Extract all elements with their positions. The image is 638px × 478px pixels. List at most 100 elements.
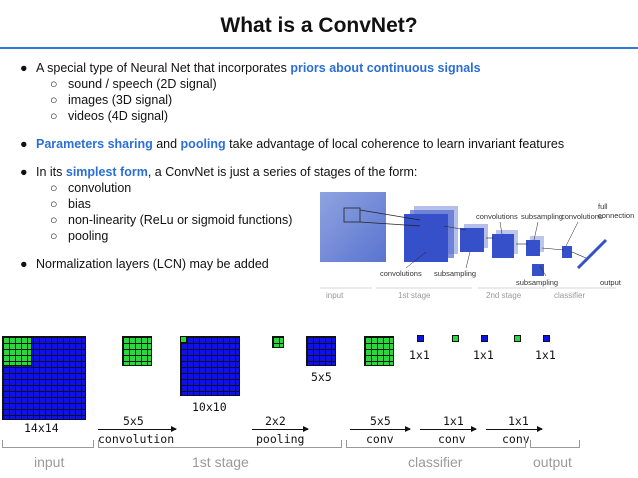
sub-item-bias: ○ bias xyxy=(20,196,620,212)
bullet-simplest-form: ● In its simplest form, a ConvNet is jus… xyxy=(20,164,620,180)
sub-bullet-icon: ○ xyxy=(50,93,58,107)
bullet-dot-icon: ● xyxy=(20,137,28,151)
group-label-stage1: 1st stage xyxy=(192,454,249,470)
bullet-priors: ● A special type of Neural Net that inco… xyxy=(20,60,620,76)
title-divider xyxy=(0,47,638,49)
unit-size-label: 1x1 xyxy=(409,348,430,362)
bullet-text: A special type of Neural Net that incorp… xyxy=(36,61,291,75)
classifier-kernel-5x5 xyxy=(364,336,394,366)
stage1-subsampled-map xyxy=(460,228,484,252)
pool-window xyxy=(180,336,187,343)
bullet-dot-icon: ● xyxy=(20,61,28,75)
stage1-feature-map xyxy=(404,214,448,262)
label-convolutions: convolutions xyxy=(380,269,422,278)
sub-item-text: videos (4D signal) xyxy=(68,109,169,123)
bullet-dot-icon: ● xyxy=(20,165,28,179)
bullet-normalization: ● Normalization layers (LCN) may be adde… xyxy=(20,256,620,272)
op-size-label: 1x1 xyxy=(508,414,529,428)
group-label-input: input xyxy=(326,291,344,300)
highlight-parameters-sharing: Parameters sharing xyxy=(36,137,153,151)
label-full-connection: full connection xyxy=(598,202,635,220)
bullet-text: Normalization layers (LCN) may be added xyxy=(36,257,269,271)
highlight-pooling: pooling xyxy=(180,137,226,151)
sub-item-text: convolution xyxy=(68,181,132,195)
op-size-label: 5x5 xyxy=(123,414,144,428)
arrow-conv-5x5 xyxy=(350,426,411,432)
sub-bullet-icon: ○ xyxy=(50,181,58,195)
sub-bullet-icon: ○ xyxy=(50,229,58,243)
bullet-text: and xyxy=(152,137,181,151)
op-size-label: 5x5 xyxy=(370,414,391,428)
unit-size-label: 1x1 xyxy=(473,348,494,362)
group-label-classifier: classifier xyxy=(408,454,463,470)
stage2-feature-map xyxy=(492,234,514,258)
op-size-label: 2x2 xyxy=(265,414,286,428)
unit-1x1-b xyxy=(481,335,488,342)
kernel-overlay xyxy=(2,336,32,366)
arrow-convolution xyxy=(98,426,177,432)
input-size-label: 14x14 xyxy=(24,421,59,435)
unit-size-label: 1x1 xyxy=(535,348,556,362)
sub-item-nonlinearity: ○ non-linearity (ReLu or sigmoid function… xyxy=(20,212,620,228)
sub-item-text: sound / speech (2D signal) xyxy=(68,77,217,91)
bullet-text: In its xyxy=(36,165,66,179)
label-subsampling: subsampling xyxy=(434,269,477,278)
pool-output-size-label: 5x5 xyxy=(311,370,332,384)
sub-item-text: images (3D signal) xyxy=(68,93,173,107)
group-brace-classifier xyxy=(346,440,526,448)
pool-kernel-2x2 xyxy=(272,336,284,348)
classifier-map xyxy=(562,246,572,258)
group-label-output: output xyxy=(533,454,572,470)
group-brace-output xyxy=(530,440,580,448)
op-name-label: conv xyxy=(438,432,466,446)
bullet-text: , a ConvNet is just a series of stages o… xyxy=(147,165,418,179)
highlight-priors: priors about continuous signals xyxy=(290,61,481,75)
bullet-text: take advantage of local coherence to lea… xyxy=(225,137,565,151)
sub-item-text: non-linearity (ReLu or sigmoid functions… xyxy=(68,213,293,227)
group-label-stage2: 2nd stage xyxy=(486,291,522,300)
group-label-stage1: 1st stage xyxy=(398,291,431,300)
input-plane xyxy=(320,192,386,262)
unit-1x1-a xyxy=(417,335,424,342)
convnet-architecture-figure: convolutions subsampling convolutions su… xyxy=(316,186,634,302)
sub-item-sound: ○ sound / speech (2D signal) xyxy=(20,76,620,92)
sub-item-pooling: ○ pooling xyxy=(20,228,620,244)
label-subsampling: subsampling xyxy=(521,212,564,221)
kernel-1x1-a xyxy=(452,335,459,342)
highlight-simplest-form: simplest form xyxy=(65,165,148,179)
pooled-size-label: 10x10 xyxy=(192,400,227,414)
conv-kernel-5x5 xyxy=(122,336,152,366)
pool-output-map xyxy=(306,336,336,366)
sub-item-text: pooling xyxy=(68,229,109,243)
sub-item-videos: ○ videos (4D signal) xyxy=(20,108,620,124)
op-size-label: 1x1 xyxy=(443,414,464,428)
conv-output-map xyxy=(180,336,240,396)
stage2-subsampled-map xyxy=(526,240,540,256)
sub-bullet-icon: ○ xyxy=(50,213,58,227)
arrow-conv-1x1-b xyxy=(486,426,543,432)
group-brace-input xyxy=(2,440,94,448)
op-name-label: convolution xyxy=(98,432,175,446)
bullet-list: ● A special type of Neural Net that inco… xyxy=(20,60,620,272)
group-label-classifier: classifier xyxy=(554,291,586,300)
bullet-parameters-sharing: ● Parameters sharing and pooling take ad… xyxy=(20,136,620,152)
arrow-conv-1x1-a xyxy=(420,426,477,432)
convnet-pipeline-diagram: 14x14 10x10 5x5 1x1 1x1 1x1 5x5 convolut… xyxy=(0,328,638,478)
stage2-lower-map xyxy=(532,264,544,276)
sub-bullet-icon: ○ xyxy=(50,109,58,123)
label-subsampling: subsampling xyxy=(516,278,559,287)
op-name-label: pooling xyxy=(256,432,305,446)
op-name-label: conv xyxy=(502,432,530,446)
sub-item-images: ○ images (3D signal) xyxy=(20,92,620,108)
op-name-label: conv xyxy=(366,432,394,446)
convnet-stages-drawing xyxy=(320,192,616,289)
sub-item-text: bias xyxy=(68,197,91,211)
sub-bullet-icon: ○ xyxy=(50,197,58,211)
input-window xyxy=(343,207,361,223)
label-output: output xyxy=(600,278,621,287)
sub-bullet-icon: ○ xyxy=(50,77,58,91)
label-convolutions: convolutions xyxy=(476,212,518,221)
unit-1x1-c xyxy=(543,335,550,342)
group-label-input: input xyxy=(34,454,65,470)
bullet-dot-icon: ● xyxy=(20,257,28,271)
